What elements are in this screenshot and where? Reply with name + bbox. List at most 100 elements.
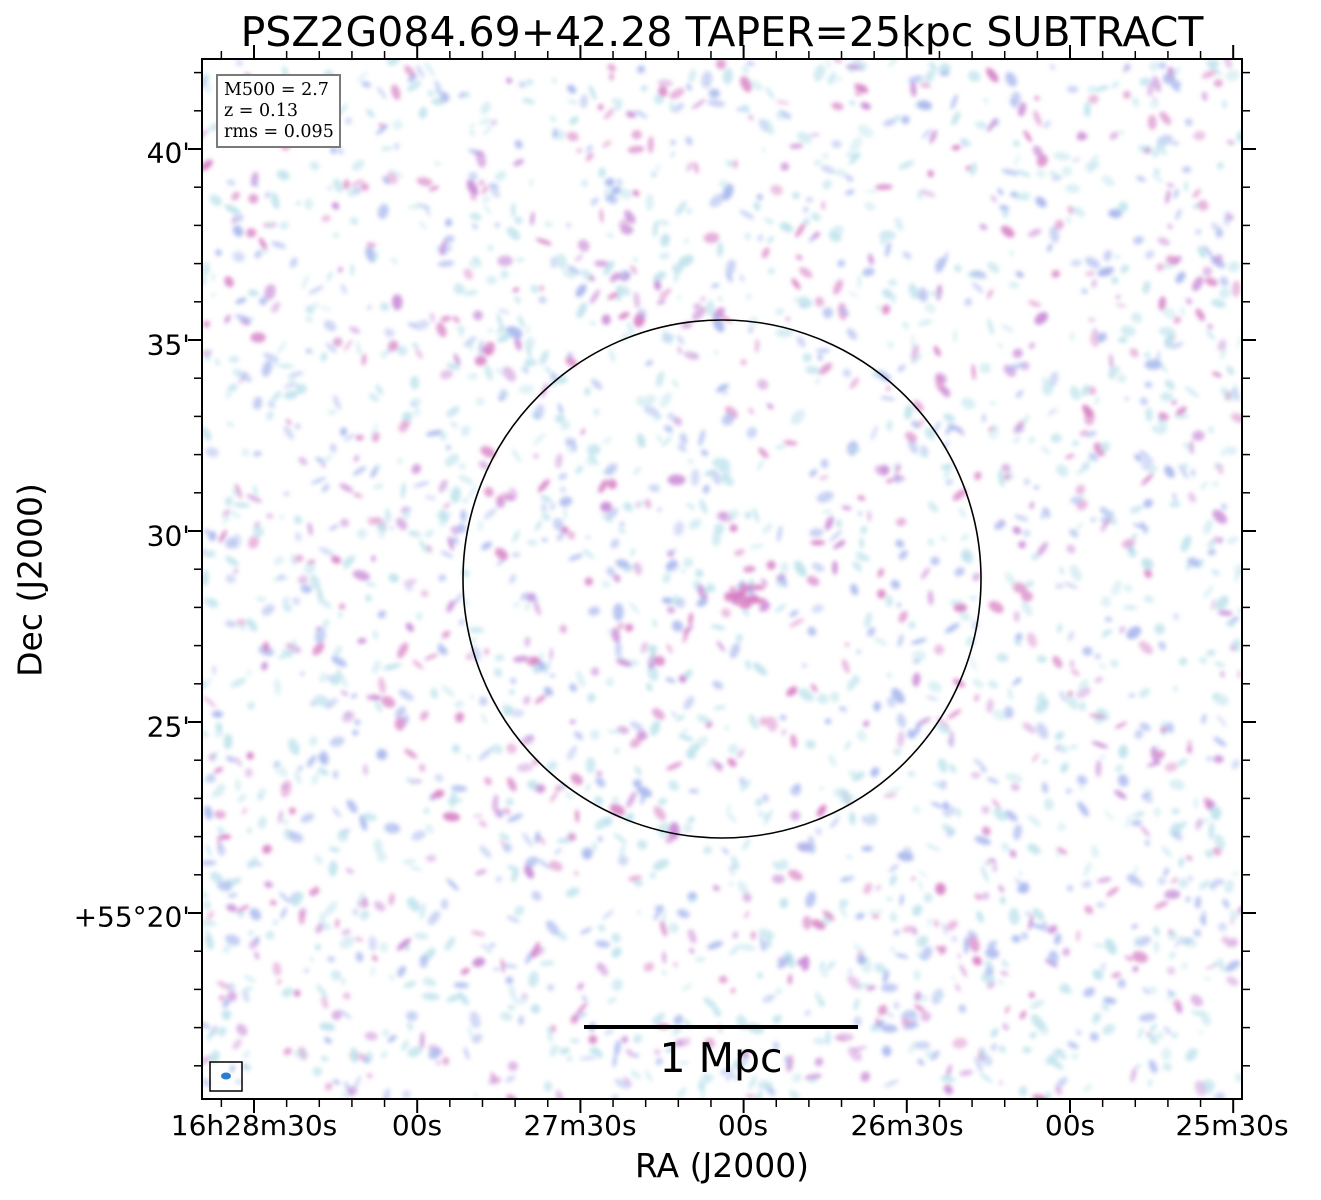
noise-speckle <box>677 444 687 453</box>
noise-speckle <box>1152 75 1162 93</box>
noise-speckle <box>813 1037 827 1045</box>
noise-speckle <box>964 297 973 307</box>
noise-speckle <box>215 359 221 366</box>
noise-speckle <box>757 811 769 819</box>
noise-speckle <box>1162 73 1173 85</box>
noise-speckle <box>249 316 254 323</box>
noise-speckle <box>1220 670 1225 678</box>
noise-speckle <box>600 513 613 524</box>
noise-speckle <box>429 795 435 802</box>
noise-speckle <box>419 539 428 553</box>
noise-speckle <box>652 618 657 628</box>
noise-speckle <box>1065 184 1081 194</box>
noise-speckle <box>379 942 389 953</box>
noise-speckle <box>785 317 791 322</box>
noise-speckle <box>1195 818 1203 831</box>
noise-speckle <box>323 320 337 332</box>
noise-speckle <box>775 308 784 316</box>
noise-speckle <box>1059 983 1071 994</box>
noise-speckle <box>933 919 939 928</box>
noise-speckle <box>585 144 594 153</box>
noise-speckle <box>871 914 880 919</box>
noise-speckle <box>914 991 922 1001</box>
noise-speckle <box>253 936 260 944</box>
noise-speckle <box>833 59 842 63</box>
noise-speckle <box>325 698 338 710</box>
noise-speckle <box>947 738 954 746</box>
noise-speckle <box>615 286 626 296</box>
noise-speckle <box>733 549 745 556</box>
noise-speckle <box>797 958 803 966</box>
noise-speckle <box>1047 408 1058 416</box>
noise-speckle <box>202 695 217 708</box>
noise-speckle <box>763 217 775 225</box>
noise-speckle <box>850 583 859 596</box>
noise-speckle <box>596 770 603 777</box>
noise-speckle <box>482 124 494 136</box>
noise-speckle <box>649 872 657 879</box>
noise-speckle <box>1013 610 1020 623</box>
noise-speckle <box>836 77 843 81</box>
noise-speckle <box>470 930 486 937</box>
noise-speckle <box>670 151 675 158</box>
noise-speckle <box>320 351 328 362</box>
noise-speckle <box>804 1073 822 1080</box>
noise-speckle <box>512 287 520 293</box>
noise-speckle <box>924 303 936 314</box>
noise-speckle <box>500 958 505 974</box>
noise-speckle <box>463 268 474 280</box>
noise-speckle <box>1173 613 1179 621</box>
noise-speckle <box>295 532 302 542</box>
noise-speckle <box>990 401 996 406</box>
noise-speckle <box>1213 254 1224 264</box>
noise-speckle <box>221 1009 232 1020</box>
noise-speckle <box>306 348 311 354</box>
noise-speckle <box>1169 779 1185 791</box>
noise-speckle <box>273 763 288 777</box>
noise-speckle <box>460 509 467 522</box>
noise-speckle <box>636 433 646 449</box>
noise-speckle <box>481 713 488 724</box>
noise-speckle <box>716 640 726 652</box>
noise-speckle <box>632 778 642 788</box>
noise-speckle <box>988 426 994 432</box>
noise-speckle <box>917 100 933 111</box>
noise-speckle <box>825 1030 831 1046</box>
noise-speckle <box>1154 900 1169 910</box>
noise-speckle <box>790 409 805 425</box>
noise-speckle <box>1158 326 1176 337</box>
noise-speckle <box>1032 145 1043 158</box>
noise-speckle <box>726 804 731 811</box>
noise-speckle <box>786 686 798 697</box>
noise-speckle <box>928 681 942 693</box>
noise-speckle <box>1083 1084 1092 1092</box>
noise-speckle <box>325 342 337 353</box>
noise-speckle <box>478 180 485 186</box>
noise-speckle <box>474 355 487 366</box>
noise-speckle <box>1135 1064 1142 1069</box>
noise-speckle <box>1223 59 1233 69</box>
noise-speckle <box>712 1007 722 1017</box>
noise-speckle <box>829 817 840 829</box>
noise-speckle <box>539 350 549 365</box>
noise-speckle <box>960 138 968 148</box>
noise-speckle <box>1132 951 1148 963</box>
noise-speckle <box>288 807 296 815</box>
noise-speckle <box>660 233 670 247</box>
noise-speckle <box>376 86 387 100</box>
noise-speckle <box>525 949 535 965</box>
noise-speckle <box>413 932 429 940</box>
noise-speckle <box>725 810 737 824</box>
noise-speckle <box>264 284 276 300</box>
noise-speckle <box>688 612 694 626</box>
noise-speckle <box>824 718 832 725</box>
noise-speckle <box>590 667 600 676</box>
noise-speckle <box>936 284 942 301</box>
noise-speckle <box>352 466 367 476</box>
noise-speckle <box>841 658 850 674</box>
noise-speckle <box>292 597 301 605</box>
noise-speckle <box>625 111 637 118</box>
noise-speckle <box>1126 543 1134 553</box>
noise-speckle <box>223 733 233 750</box>
noise-speckle <box>729 881 734 887</box>
